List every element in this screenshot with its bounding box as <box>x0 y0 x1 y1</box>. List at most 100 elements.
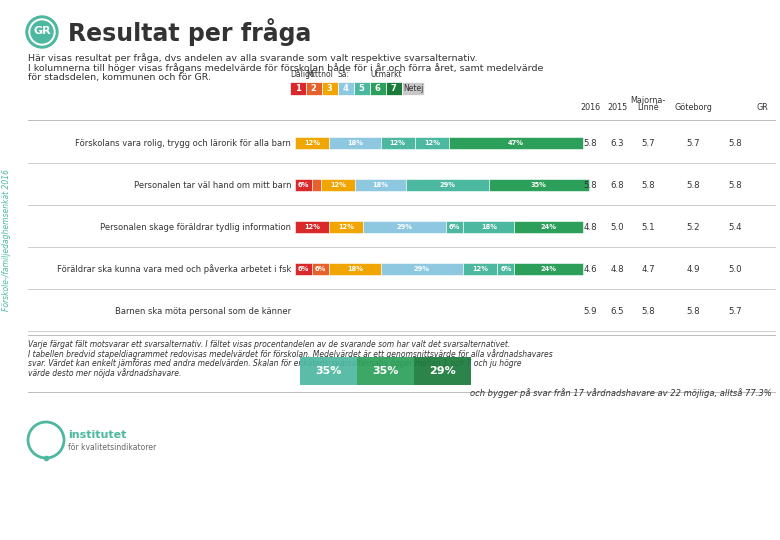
Text: 12%: 12% <box>339 224 354 230</box>
Text: 12%: 12% <box>389 140 406 146</box>
Bar <box>295 221 329 233</box>
Bar <box>329 221 363 233</box>
Circle shape <box>26 16 58 48</box>
Circle shape <box>29 19 55 45</box>
Bar <box>322 82 338 95</box>
Text: 5.7: 5.7 <box>729 307 742 315</box>
Bar <box>354 82 370 95</box>
Text: 5.7: 5.7 <box>686 138 700 147</box>
Bar <box>290 82 306 95</box>
Bar <box>498 263 515 275</box>
Bar <box>295 263 312 275</box>
Text: 6%: 6% <box>500 266 512 272</box>
Text: 2015: 2015 <box>607 103 627 112</box>
Text: värde desto mer nöjda vårdnadshavare.: värde desto mer nöjda vårdnadshavare. <box>28 368 182 379</box>
Text: 6%: 6% <box>315 266 326 272</box>
Text: 4.6: 4.6 <box>583 265 597 273</box>
Bar <box>295 137 329 149</box>
Text: Majorna-: Majorna- <box>630 96 665 105</box>
Text: och bygger på svar från 17 vårdnadshavare av 22 möjliga, alltså 77.3%: och bygger på svar från 17 vårdnadshavar… <box>470 388 771 398</box>
Bar <box>463 221 515 233</box>
Bar <box>386 82 402 95</box>
Text: 47%: 47% <box>508 140 524 146</box>
Text: 12%: 12% <box>424 140 440 146</box>
Text: svar. Värdet kan enkelt jämföras med andra medelvärden. Skalan för enkätens svar: svar. Värdet kan enkelt jämföras med and… <box>28 359 522 368</box>
Text: 6.8: 6.8 <box>610 180 624 190</box>
Bar <box>463 263 498 275</box>
Bar <box>329 263 381 275</box>
Text: 5.4: 5.4 <box>729 222 742 232</box>
Text: 7: 7 <box>391 84 396 93</box>
Bar <box>414 357 471 385</box>
Text: 5.8: 5.8 <box>686 180 700 190</box>
Text: 35%: 35% <box>315 366 342 376</box>
Text: 18%: 18% <box>347 266 363 272</box>
Text: 5.8: 5.8 <box>641 180 655 190</box>
Bar <box>321 179 355 191</box>
Text: 5.2: 5.2 <box>686 222 700 232</box>
Text: 6.3: 6.3 <box>610 138 624 147</box>
Text: Personalen skage föräldrar tydlig information: Personalen skage föräldrar tydlig inform… <box>100 222 291 232</box>
Bar <box>306 82 321 95</box>
Text: 18%: 18% <box>373 182 388 188</box>
Text: Göteborg: Göteborg <box>674 103 712 112</box>
Bar <box>357 357 414 385</box>
Bar <box>415 137 449 149</box>
Text: 6.5: 6.5 <box>610 307 624 315</box>
Text: Så:: Så: <box>338 70 350 79</box>
Text: I kolumnerna till höger visas frågans medelvärde för förskolan både för i år och: I kolumnerna till höger visas frågans me… <box>28 63 544 73</box>
Text: 24%: 24% <box>541 266 557 272</box>
Text: 29%: 29% <box>397 224 413 230</box>
Text: 18%: 18% <box>480 224 497 230</box>
Text: 5.8: 5.8 <box>583 180 597 190</box>
Bar <box>300 357 357 385</box>
Text: Varje färgat fält motsvarar ett svarsalternativ. I fältet visas procentandelen a: Varje färgat fält motsvarar ett svarsalt… <box>28 340 510 349</box>
Text: 6%: 6% <box>298 182 309 188</box>
Text: 4.8: 4.8 <box>583 222 597 232</box>
Text: 5.8: 5.8 <box>729 138 742 147</box>
Text: 6%: 6% <box>298 266 309 272</box>
Text: 24%: 24% <box>541 224 557 230</box>
Text: 5.0: 5.0 <box>729 265 742 273</box>
Text: 5.0: 5.0 <box>610 222 624 232</box>
Text: institutet: institutet <box>68 430 126 440</box>
Text: Netej: Netej <box>402 84 424 93</box>
Text: 35%: 35% <box>530 182 547 188</box>
Bar <box>355 179 406 191</box>
Text: 18%: 18% <box>347 140 363 146</box>
Text: 5.8: 5.8 <box>641 307 655 315</box>
Bar <box>381 263 463 275</box>
Text: 4.8: 4.8 <box>610 265 624 273</box>
Bar <box>329 137 381 149</box>
Text: 5.8: 5.8 <box>729 180 742 190</box>
Text: 6%: 6% <box>449 224 460 230</box>
Text: 12%: 12% <box>472 266 488 272</box>
Bar <box>312 263 329 275</box>
Text: Personalen tar väl hand om mitt barn: Personalen tar väl hand om mitt barn <box>133 180 291 190</box>
Text: 29%: 29% <box>439 182 456 188</box>
Bar <box>446 221 463 233</box>
Bar <box>363 221 446 233</box>
Bar <box>449 137 583 149</box>
Text: 3: 3 <box>327 84 332 93</box>
Text: 2016: 2016 <box>580 103 600 112</box>
Text: Utmärkt: Utmärkt <box>370 70 402 79</box>
Text: Förskolans vara rolig, trygg och lärorik för alla barn: Förskolans vara rolig, trygg och lärorik… <box>75 138 291 147</box>
Text: 6: 6 <box>375 84 381 93</box>
Text: Förskole-/familjedaghemsenkät 2016: Förskole-/familjedaghemsenkät 2016 <box>2 169 12 311</box>
Bar <box>406 179 489 191</box>
Text: Föräldrar ska kunna vara med och påverka arbetet i fsk: Föräldrar ska kunna vara med och påverka… <box>57 264 291 274</box>
Text: I tabellen bredvid stapeldiagrammet redovisas medelvärdet för förskolan. Medelvä: I tabellen bredvid stapeldiagrammet redo… <box>28 349 553 360</box>
Text: 5.8: 5.8 <box>583 138 597 147</box>
Text: Linné: Linné <box>637 103 659 112</box>
Text: 5.1: 5.1 <box>641 222 655 232</box>
Text: GR: GR <box>34 26 51 36</box>
Bar <box>489 179 589 191</box>
Bar <box>515 221 583 233</box>
Text: Resultat per fråga: Resultat per fråga <box>68 18 311 46</box>
Text: för stadsdelen, kommunen och för GR.: för stadsdelen, kommunen och för GR. <box>28 73 211 82</box>
Text: 4: 4 <box>343 84 349 93</box>
Text: 35%: 35% <box>372 366 399 376</box>
Bar <box>402 82 424 95</box>
Text: 5.7: 5.7 <box>641 138 655 147</box>
